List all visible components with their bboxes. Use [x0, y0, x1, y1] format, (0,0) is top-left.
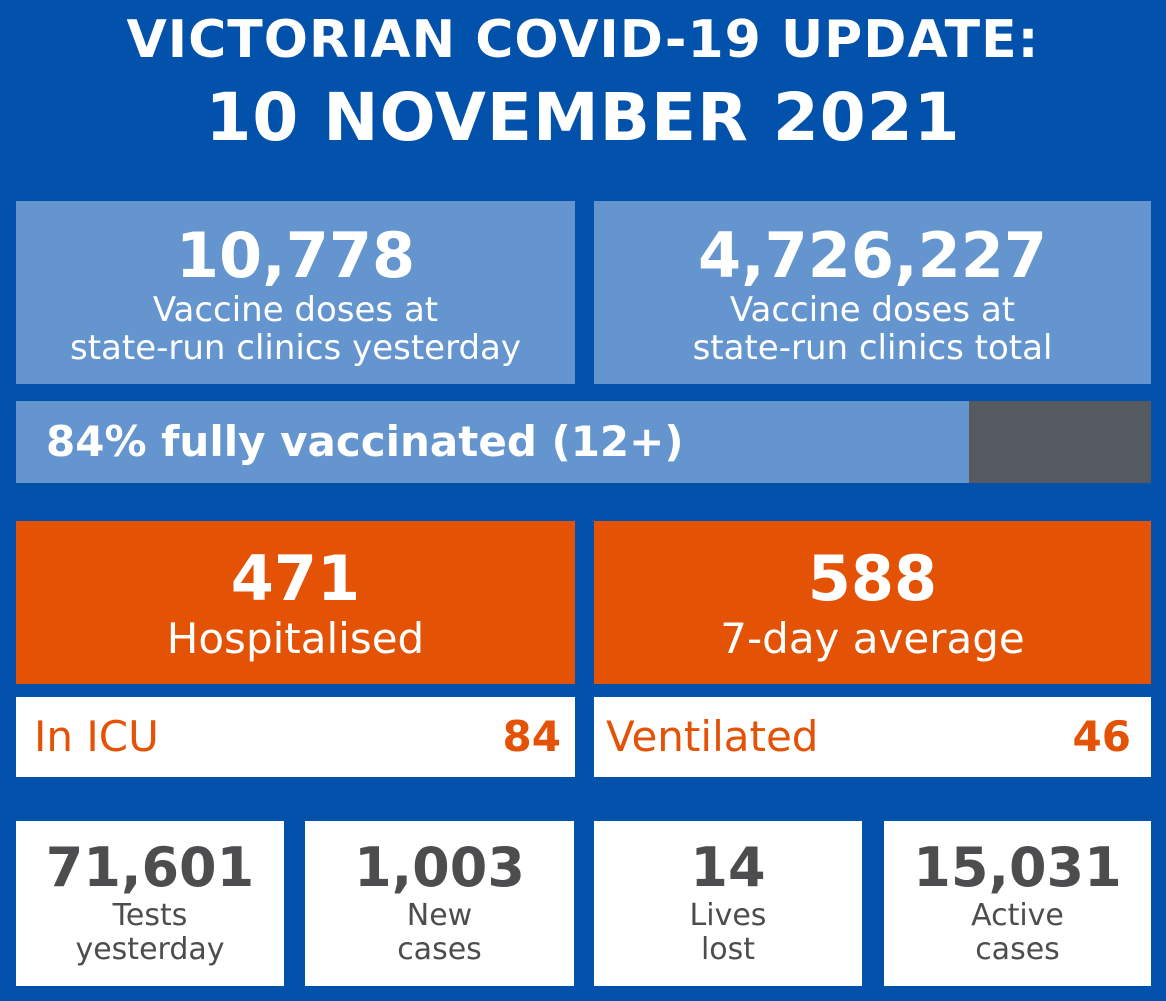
- tests-yesterday-card: 71,601 Tests yesterday: [16, 821, 284, 986]
- fully-vaccinated-label: 84% fully vaccinated (12+): [46, 417, 684, 466]
- lives-lost-label-line2: lost: [700, 932, 756, 967]
- ventilated-row: Ventilated 46: [594, 697, 1151, 777]
- vaccine-total-card: 4,726,227 Vaccine doses at state-run cli…: [594, 201, 1151, 384]
- page-title: VICTORIAN COVID-19 UPDATE:: [126, 10, 1040, 70]
- hospitalised-card: 471 Hospitalised: [16, 521, 575, 684]
- icu-row: In ICU 84: [16, 697, 575, 777]
- seven-day-average-label: 7-day average: [720, 614, 1025, 663]
- tests-yesterday-label-line1: Tests: [112, 898, 188, 933]
- vaccine-total-value: 4,726,227: [697, 219, 1048, 292]
- seven-day-average-card: 588 7-day average: [594, 521, 1151, 684]
- vaccine-yesterday-label-line2: state-run clinics yesterday: [70, 328, 521, 368]
- hospitalised-label: Hospitalised: [166, 614, 425, 663]
- vaccine-yesterday-value: 10,778: [175, 219, 416, 292]
- new-cases-card: 1,003 New cases: [305, 821, 574, 986]
- vaccine-yesterday-label-line1: Vaccine doses at: [152, 290, 439, 330]
- unvaccinated-remainder: [969, 401, 1151, 483]
- tests-yesterday-label-line2: yesterday: [75, 932, 225, 967]
- fully-vaccinated-progress-bar: 84% fully vaccinated (12+): [16, 401, 1151, 483]
- vaccine-total-label-line1: Vaccine doses at: [729, 290, 1016, 330]
- ventilated-value: 46: [1072, 712, 1131, 761]
- lives-lost-value: 14: [690, 836, 766, 899]
- page-date: 10 NOVEMBER 2021: [205, 79, 961, 156]
- vaccine-yesterday-card: 10,778 Vaccine doses at state-run clinic…: [16, 201, 575, 384]
- new-cases-label-line2: cases: [397, 932, 482, 967]
- active-cases-value: 15,031: [913, 836, 1122, 899]
- lives-lost-label-line1: Lives: [689, 898, 767, 933]
- tests-yesterday-value: 71,601: [45, 836, 255, 899]
- seven-day-average-value: 588: [807, 542, 938, 615]
- ventilated-label: Ventilated: [606, 712, 819, 761]
- icu-value: 84: [502, 712, 561, 761]
- active-cases-label-line1: Active: [971, 898, 1064, 933]
- active-cases-card: 15,031 Active cases: [884, 821, 1151, 986]
- icu-label: In ICU: [34, 712, 159, 761]
- new-cases-label-line1: New: [406, 898, 473, 933]
- vaccine-total-label-line2: state-run clinics total: [692, 328, 1053, 368]
- hospitalised-value: 471: [230, 542, 361, 615]
- active-cases-label-line2: cases: [975, 932, 1060, 967]
- lives-lost-card: 14 Lives lost: [594, 821, 862, 986]
- new-cases-value: 1,003: [354, 836, 525, 899]
